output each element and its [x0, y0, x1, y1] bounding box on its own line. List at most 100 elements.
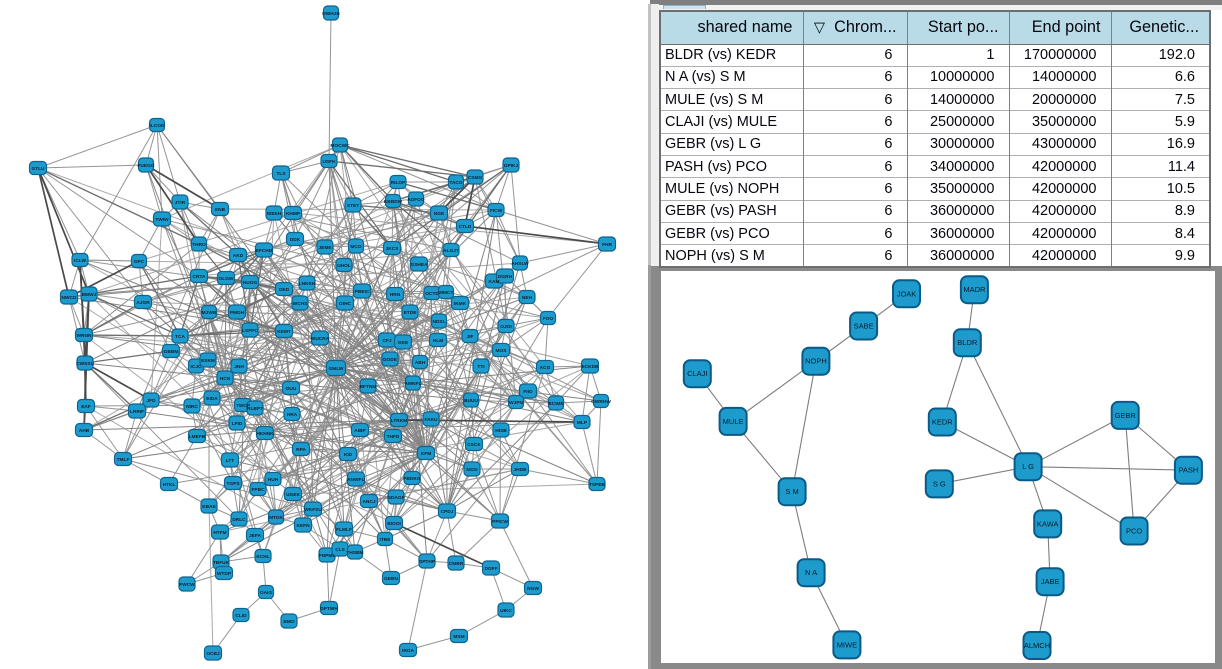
svg-text:BMO: BMO	[283, 619, 294, 625]
svg-text:FBDKG: FBDKG	[403, 476, 420, 482]
svg-text:PCO: PCO	[1126, 527, 1142, 536]
svg-text:TSPEB: TSPEB	[589, 482, 606, 488]
svg-text:MSM: MSM	[453, 634, 464, 640]
svg-text:AMNFL: AMNFL	[405, 381, 422, 387]
svg-text:UIKC: UIKC	[500, 608, 512, 614]
svg-text:OJOI: OJOI	[500, 324, 512, 330]
svg-text:DOFF: DOFF	[484, 566, 497, 572]
svg-text:SABE: SABE	[854, 322, 874, 331]
svg-text:S M: S M	[785, 487, 798, 496]
svg-text:GMLW: GMLW	[329, 366, 344, 372]
svg-text:ICLW: ICLW	[74, 258, 86, 264]
svg-text:BIOOI: BIOOI	[387, 521, 401, 527]
svg-text:CLS: CLS	[335, 547, 345, 553]
svg-text:ALMCH: ALMCH	[1024, 641, 1050, 650]
svg-text:GPC: GPC	[134, 259, 145, 265]
svg-text:TCA: TCA	[175, 334, 185, 340]
svg-text:BUUU: BUUU	[464, 398, 478, 404]
svg-text:HCN: HCN	[220, 376, 231, 382]
svg-text:GTLU: GTLU	[31, 166, 45, 172]
svg-text:DODE: DODE	[383, 357, 398, 363]
svg-text:IROA: IROA	[402, 648, 415, 654]
svg-text:AIBP: AIBP	[354, 428, 366, 434]
svg-text:JOAK: JOAK	[897, 289, 917, 298]
svg-text:MJWB: MJWB	[202, 310, 217, 316]
svg-text:ECKDB: ECKDB	[581, 364, 599, 370]
svg-text:BFTNM: BFTNM	[360, 384, 377, 390]
svg-text:KEMT: KEMT	[277, 329, 291, 335]
svg-text:GPIKJ: GPIKJ	[504, 163, 519, 169]
svg-text:HLM: HLM	[433, 338, 443, 344]
svg-text:ANWFU: ANWFU	[347, 477, 365, 483]
svg-text:GEBN: GEBN	[384, 576, 398, 582]
svg-text:HTKL: HTKL	[163, 482, 176, 488]
svg-text:LSFPC: LSFPC	[242, 328, 258, 334]
svg-text:MLP: MLP	[577, 420, 588, 426]
svg-text:DDK: DDK	[290, 237, 301, 243]
svg-text:FNPML: FNPML	[319, 553, 336, 559]
svg-text:NSSI: NSSI	[466, 467, 478, 473]
svg-text:HRA: HRA	[287, 412, 298, 418]
svg-text:LTT: LTT	[226, 458, 235, 464]
svg-text:ABH: ABH	[415, 360, 426, 366]
svg-text:DED: DED	[279, 287, 290, 293]
svg-text:FWCW: FWCW	[179, 582, 195, 588]
svg-text:MULE: MULE	[723, 417, 744, 426]
svg-text:GBBM: GBBM	[164, 349, 179, 355]
svg-text:OLGW: OLGW	[219, 276, 234, 282]
svg-text:LNKEH: LNKEH	[299, 281, 316, 287]
svg-text:OIHC: OIHC	[339, 301, 352, 307]
svg-text:USFK: USFK	[322, 159, 336, 165]
svg-text:KAM: KAM	[489, 279, 500, 285]
svg-text:NUOG: NUOG	[243, 280, 258, 286]
svg-text:KEFN: KEFN	[296, 523, 310, 529]
svg-text:THRO: THRO	[192, 242, 206, 248]
svg-text:GKE: GKE	[398, 340, 409, 346]
svg-text:KCHL: KCHL	[256, 554, 269, 560]
svg-text:MADR: MADR	[963, 285, 986, 294]
svg-text:NGE: NGE	[434, 211, 445, 217]
svg-text:ITBE: ITBE	[380, 537, 392, 543]
svg-text:WCHS: WCHS	[293, 301, 308, 307]
svg-text:IKMK: IKMK	[454, 301, 467, 307]
svg-text:TWCP: TWCP	[236, 403, 251, 409]
svg-text:MTDK: MTDK	[269, 515, 283, 521]
svg-text:NEH: NEH	[522, 295, 533, 301]
svg-text:NIRC: NIRC	[186, 404, 198, 410]
svg-text:HISB: HISB	[495, 428, 507, 434]
svg-text:WMCT: WMCT	[439, 290, 454, 296]
svg-text:NDSL: NDSL	[432, 319, 445, 325]
svg-text:DRLC: DRLC	[232, 517, 246, 523]
svg-text:SPTHP: SPTHP	[419, 559, 436, 565]
svg-text:THFD: THFD	[387, 434, 400, 440]
svg-text:HTFM: HTFM	[213, 530, 226, 536]
svg-text:KHMP: KHMP	[286, 211, 301, 217]
svg-text:ENB: ENB	[215, 207, 226, 213]
svg-text:JNH: JNH	[234, 364, 244, 370]
svg-text:AKD: AKD	[233, 253, 244, 259]
svg-text:NGW: NGW	[527, 586, 539, 592]
svg-text:NOPH: NOPH	[805, 357, 827, 366]
svg-text:RPA: RPA	[296, 447, 306, 453]
svg-text:GWRHW: GWRHW	[591, 399, 611, 405]
svg-text:PMDH: PMDH	[230, 310, 245, 316]
svg-text:WKFSU: WKFSU	[304, 507, 322, 513]
svg-text:LTRKM: LTRKM	[391, 418, 407, 424]
svg-text:BLDR: BLDR	[957, 338, 978, 347]
svg-text:KID: KID	[344, 452, 353, 458]
svg-text:UHOL: UHOL	[337, 263, 351, 269]
svg-text:L G: L G	[1022, 462, 1034, 471]
svg-text:CSCK: CSCK	[467, 442, 481, 448]
svg-text:JHDB: JHDB	[513, 467, 527, 473]
svg-text:EPCHM: EPCHM	[255, 248, 272, 254]
svg-text:TMLF: TMLF	[117, 457, 130, 463]
svg-text:TBFUK: TBFUK	[213, 560, 230, 566]
svg-text:GEBR: GEBR	[1115, 411, 1137, 420]
svg-text:TLS: TLS	[276, 171, 286, 177]
svg-text:ANCJ: ANCJ	[362, 499, 375, 505]
svg-text:FLMLF: FLMLF	[336, 527, 352, 533]
svg-text:JKCS: JKCS	[386, 246, 400, 252]
svg-text:OCTD: OCTD	[425, 291, 439, 297]
svg-text:FUEGG: FUEGG	[137, 163, 154, 169]
svg-text:BCIME: BCIME	[548, 401, 564, 407]
